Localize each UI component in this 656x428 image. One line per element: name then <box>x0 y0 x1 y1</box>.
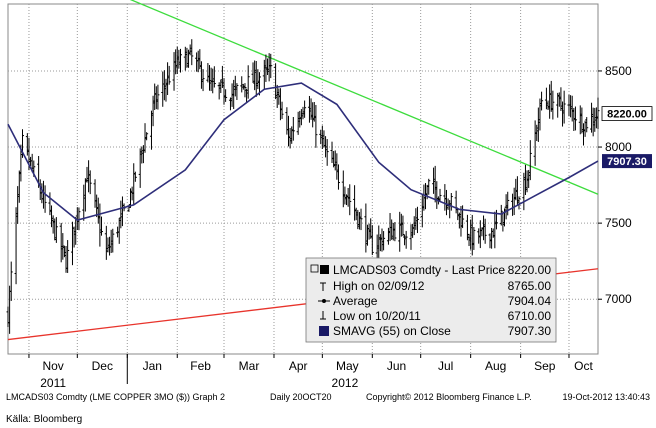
legend-title-value: 8220.00 <box>508 263 552 277</box>
x-tick-label: Mar <box>239 359 260 373</box>
smavg-price-tag: 7907.30 <box>602 154 652 169</box>
legend-low-label: Low on 10/20/11 <box>333 309 421 323</box>
low-marker-icon <box>320 311 326 320</box>
x-tick-label: Nov <box>42 359 63 373</box>
trendline <box>129 0 599 195</box>
legend-smavg-swatch <box>319 326 329 336</box>
legend-box-icon <box>310 264 319 273</box>
legend-high-label: High on 02/09/12 <box>333 279 425 293</box>
legend-title: LMCADS03 Comdty - Last Price <box>333 263 505 277</box>
x-axis: Nov Dec Jan Feb Mar Apr May Jun Jul Aug Sep Oct 2011… <box>28 354 593 390</box>
last-price-tag: 8220.00 <box>601 106 653 121</box>
x-year-label: 2012 <box>332 376 359 390</box>
high-marker-icon <box>320 282 326 291</box>
legend-smavg-value: 7907.30 <box>508 324 552 338</box>
x-tick-label: Feb <box>190 359 211 373</box>
smavg-line <box>7 82 599 221</box>
x-tick-label: Apr <box>289 359 308 373</box>
x-tick-label: Sep <box>534 359 556 373</box>
footer-security-label: LMCADS03 Comdty (LME COPPER 3MO ($)) Gra… <box>6 392 225 402</box>
price-bar-layer <box>6 39 600 334</box>
x-tick-label: May <box>336 359 359 373</box>
legend-average-value: 7904.04 <box>508 294 552 308</box>
source-note: Källa: Bloomberg <box>6 414 82 425</box>
x-tick-label: Oct <box>574 359 593 373</box>
chart-legend: LMCADS03 Comdty - Last Price 8220.00 Hig… <box>305 257 557 343</box>
legend-smavg-label: SMAVG (55) on Close <box>333 324 451 338</box>
y-axis: 7000 7500 8000 8500 <box>598 64 632 306</box>
x-tick-label: Aug <box>485 359 506 373</box>
x-tick-label: Jul <box>438 359 453 373</box>
legend-average-label: Average <box>333 294 378 308</box>
footer-period-label: Daily 20OCT20 <box>270 392 332 402</box>
y-tick-label: 8000 <box>605 140 632 154</box>
x-year-label: 2011 <box>40 376 66 390</box>
y-tick-label: 8500 <box>605 64 632 78</box>
legend-high-value: 8765.00 <box>508 279 552 293</box>
smavg-value: 7907.30 <box>607 156 647 168</box>
x-tick-label: Jan <box>143 359 162 373</box>
last-price-value: 8220.00 <box>607 109 647 121</box>
x-tick-label: Dec <box>92 359 113 373</box>
legend-price-swatch <box>320 265 329 274</box>
footer-timestamp: 19-Oct-2012 13:40:43 <box>562 392 650 402</box>
x-tick-label: Jun <box>387 359 406 373</box>
legend-low-value: 6710.00 <box>508 309 552 323</box>
footer-copyright: Copyright© 2012 Bloomberg Finance L.P. <box>366 392 532 402</box>
average-marker-icon <box>318 299 330 303</box>
y-tick-label: 7000 <box>605 292 632 306</box>
y-tick-label: 7500 <box>605 216 632 230</box>
